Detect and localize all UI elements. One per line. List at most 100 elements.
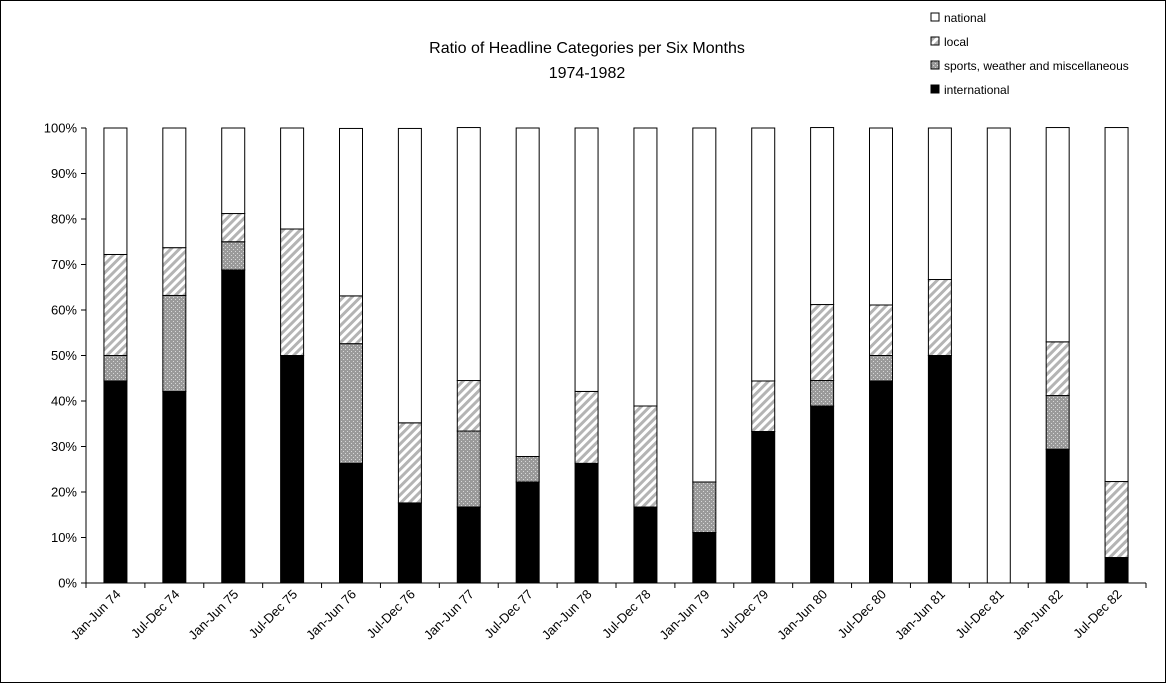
chart-subtitle: 1974-1982 <box>549 65 626 82</box>
bar-segment-international <box>1104 557 1129 584</box>
bar-segment-national <box>1104 127 1129 483</box>
y-tick-label: 30% <box>51 439 77 454</box>
x-tick-label: Jul-Dec 78 <box>599 587 654 642</box>
bar-segment-international <box>633 506 658 584</box>
bar-segment-international <box>280 355 305 584</box>
bar-segment-international <box>810 405 835 584</box>
x-tick-label: Jan-Jun 81 <box>892 587 948 643</box>
bar-segment-sports <box>339 343 363 464</box>
y-tick-label: 50% <box>51 348 77 363</box>
bar-segment-national <box>810 127 835 306</box>
legend-swatch <box>930 36 940 46</box>
legend-label: international <box>944 83 1009 97</box>
x-tick-label: Jan-Jun 76 <box>303 587 359 643</box>
bar-segment-local <box>103 253 128 357</box>
bar-segment-local <box>810 304 835 382</box>
legend-swatch <box>930 84 940 94</box>
bar-segment-international <box>339 462 363 584</box>
legend-label: local <box>944 35 969 49</box>
bar-segment-national <box>633 127 658 407</box>
bar-segment-international <box>574 462 599 584</box>
bar-segment-national <box>927 127 952 281</box>
x-tick-label: Jul-Dec 79 <box>717 587 772 642</box>
bar-segment-local <box>397 422 422 504</box>
bar-segment-national <box>869 127 893 306</box>
bar-segment-international <box>103 380 128 584</box>
legend-swatch <box>930 12 940 22</box>
bar-segment-sports <box>162 294 187 392</box>
x-tick-label: Jan-Jun 75 <box>185 587 241 643</box>
bar-segment-international <box>927 355 952 584</box>
x-tick-label: Jan-Jun 82 <box>1010 587 1066 643</box>
bar-segment-national <box>162 127 187 249</box>
y-tick-label: 10% <box>51 530 77 545</box>
axes: 0% 10% 20% 30% 40% 50% 60% 70% 80% 90% 100% <box>44 121 1147 591</box>
bar-segment-local <box>869 304 893 356</box>
legend-label: sports, weather and miscellaneous <box>944 59 1129 73</box>
y-tick-label: 80% <box>51 212 77 227</box>
bar-segment-local <box>633 405 658 508</box>
bar-segment-sports <box>1045 395 1070 450</box>
bar-segment-local <box>927 279 952 357</box>
bar-segment-international <box>692 531 717 584</box>
chart-title: Ratio of Headline Categories per Six Mon… <box>429 40 745 57</box>
bar-segment-local <box>280 228 305 356</box>
bar-segment-national <box>751 127 776 382</box>
bar-segment-international <box>162 390 187 584</box>
bar-segment-sports <box>456 430 481 508</box>
legend-label: national <box>944 11 986 25</box>
bar-segment-local <box>221 213 246 243</box>
x-tick-label: Jul-Dec 80 <box>835 587 890 642</box>
y-tick-label: 20% <box>51 485 77 500</box>
x-tick-label: Jul-Dec 74 <box>128 587 183 642</box>
bar-segment-sports <box>103 355 128 382</box>
y-tick-label: 0% <box>58 576 77 591</box>
bar-segment-international <box>515 481 540 584</box>
bar-segment-local <box>162 247 187 296</box>
bar-segment-national <box>1045 127 1070 343</box>
bar-segment-sports <box>692 481 717 533</box>
bar-segment-local <box>456 380 481 432</box>
bar-segment-national <box>103 127 128 255</box>
y-tick-label: 40% <box>51 394 77 409</box>
bar-segment-national <box>221 127 246 215</box>
bar-segment-national <box>456 127 481 382</box>
bar-segment-international <box>397 502 422 584</box>
x-tick-label: Jan-Jun 79 <box>656 587 712 643</box>
x-tick-labels: Jan-Jun 74 Jul-Dec 74 Jan-Jun 75 Jul-Dec 75… <box>67 587 1124 643</box>
x-tick-label: Jul-Dec 82 <box>1070 587 1125 642</box>
bar-segment-national <box>515 127 540 458</box>
x-tick-label: Jan-Jun 77 <box>421 587 477 643</box>
y-tick-label: 70% <box>51 257 77 272</box>
bar-segment-sports <box>221 241 246 271</box>
bar-segment-sports <box>869 355 893 382</box>
bar-segment-sports <box>810 380 835 407</box>
bar-segment-national <box>692 127 717 483</box>
bar-segment-national <box>280 127 305 230</box>
bar-segment-local <box>339 295 363 345</box>
y-tick-label: 100% <box>44 121 78 136</box>
bar-segment-local <box>574 390 599 464</box>
bar-segment-local <box>1104 481 1129 559</box>
bar-segment-international <box>869 380 893 584</box>
bar-segment-local <box>751 380 776 432</box>
legend-swatch <box>930 60 940 70</box>
bar-segment-local <box>1045 341 1070 397</box>
x-tick-label: Jul-Dec 81 <box>952 587 1007 642</box>
x-tick-label: Jan-Jun 74 <box>67 587 123 643</box>
x-tick-label: Jan-Jun 78 <box>539 587 595 643</box>
x-tick-label: Jul-Dec 76 <box>363 587 418 642</box>
bar-segment-national <box>574 127 599 392</box>
x-tick-label: Jul-Dec 75 <box>246 587 301 642</box>
bar-segment-sports <box>515 456 540 483</box>
bar-segment-international <box>221 269 246 584</box>
bar-segment-national <box>397 127 422 424</box>
bar-segment-international <box>456 506 481 584</box>
bars <box>103 127 1129 584</box>
bar-segment-national <box>339 127 363 297</box>
bar-segment-international <box>751 430 776 584</box>
legend: national local sports, weather and miscell… <box>930 11 1129 97</box>
y-tick-label: 90% <box>51 166 77 181</box>
